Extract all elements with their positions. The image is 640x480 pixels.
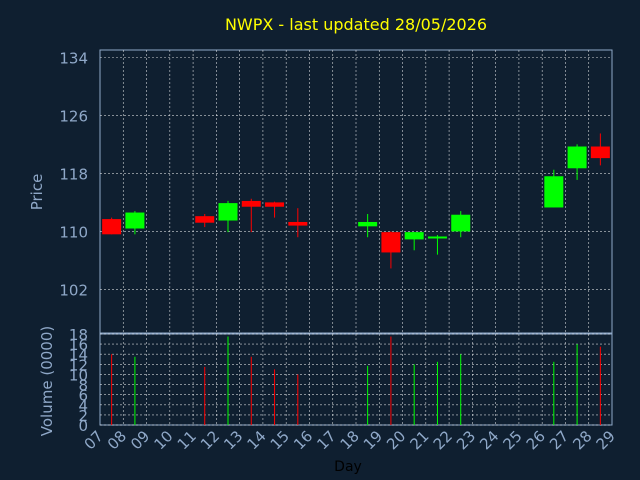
volume-y-tick-label: 14 [69, 346, 88, 364]
candle-body [451, 214, 471, 232]
candle-body [195, 216, 215, 223]
candle-body [590, 146, 610, 159]
price-grid [100, 50, 612, 333]
volume-y-tick-label: 8 [78, 377, 88, 395]
volume-y-tick-label: 4 [78, 397, 88, 415]
volume-y-tick-label: 18 [69, 326, 88, 344]
volume-y-tick-label: 10 [69, 366, 88, 384]
candle-body [288, 221, 308, 226]
candle-body [427, 236, 447, 239]
x-tick-labels: 0708091011121314151617181920212223242526… [81, 427, 619, 453]
candle-body [544, 176, 564, 208]
volume-y-tick-label: 6 [78, 387, 88, 405]
candle-body [358, 221, 378, 227]
price-y-tick-label: 134 [59, 49, 88, 67]
candle-body [125, 212, 145, 229]
candle-body [381, 232, 401, 253]
candle-body [218, 203, 238, 221]
volume-grid [100, 333, 612, 426]
x-axis-label: Day [334, 459, 362, 475]
candle-body [241, 200, 261, 207]
volume-y-tick-label: 12 [69, 356, 88, 374]
candles-layer [102, 133, 610, 269]
price-y-tick-label: 126 [59, 107, 88, 125]
volume-axis-label: Volume (0000) [38, 326, 56, 436]
volume-y-tick-label: 2 [78, 407, 88, 425]
candle-body [102, 219, 122, 235]
price-y-tick-labels: 134 126 118 110 102 [59, 49, 88, 299]
candle-body [404, 232, 424, 240]
volume-bars-layer [111, 336, 601, 425]
candle-body [265, 202, 285, 207]
volume-y-tick-label: 16 [69, 336, 88, 354]
price-y-tick-label: 118 [59, 165, 88, 183]
candle-body [567, 146, 587, 169]
chart-title: NWPX - last updated 28/05/2026 [225, 15, 487, 34]
price-y-tick-label: 110 [59, 223, 88, 241]
price-axis-label: Price [28, 174, 46, 211]
volume-y-tick-label: 0 [78, 417, 88, 435]
price-y-tick-label: 102 [59, 281, 88, 299]
